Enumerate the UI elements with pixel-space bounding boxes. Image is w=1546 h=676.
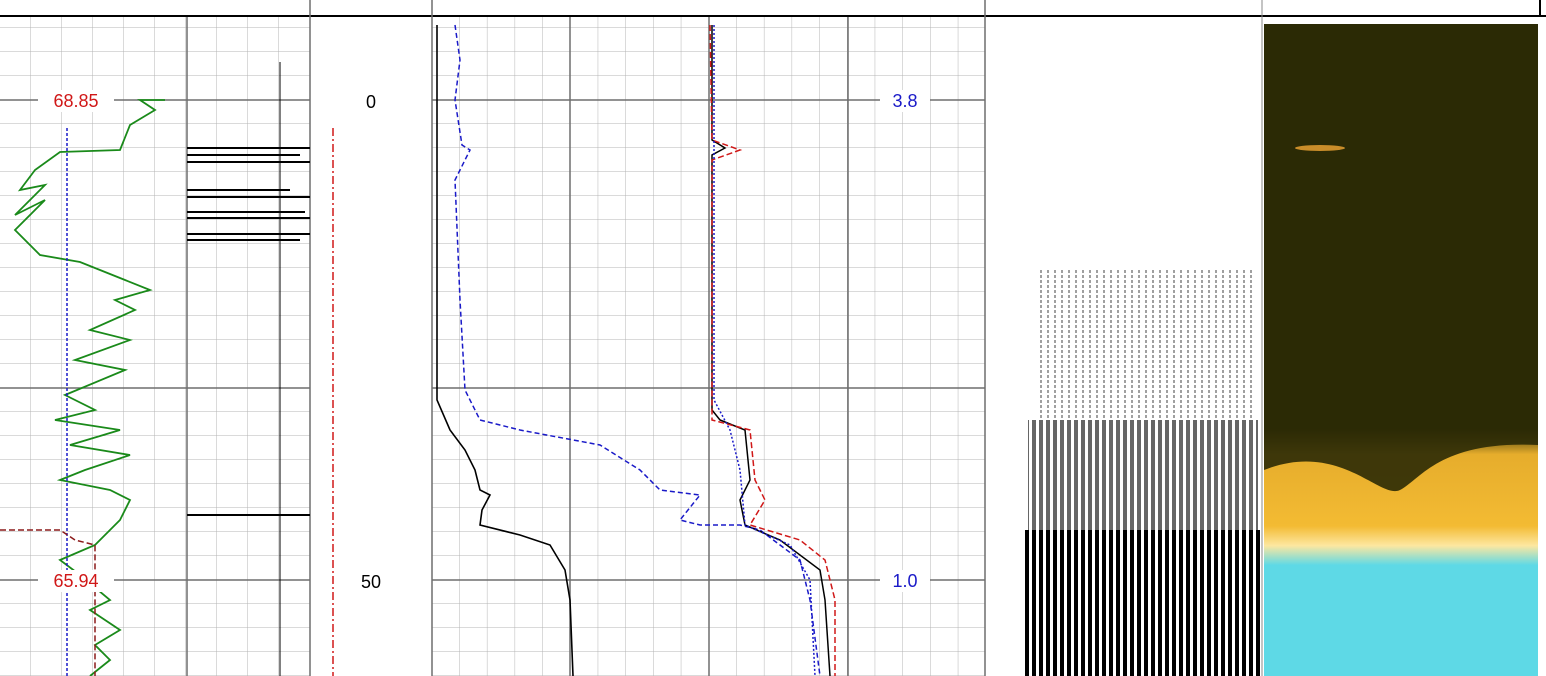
green-curve [13, 99, 165, 676]
highlight [1295, 145, 1345, 151]
scale-label: 1.0 [892, 571, 917, 591]
label-bg [38, 570, 114, 592]
seismic-strong [1025, 530, 1260, 676]
track1-grid [0, 17, 310, 676]
dark-lobe [1264, 400, 1538, 492]
depth-label: 0 [366, 92, 376, 112]
label-bg [880, 570, 930, 592]
seismic-faint [1040, 270, 1255, 420]
black-curve [436, 25, 574, 676]
label-bg [880, 90, 930, 112]
seismic-mid [1028, 420, 1258, 530]
scale-label: 68.85 [53, 91, 98, 111]
scale-label: 65.94 [53, 571, 98, 591]
bars [187, 147, 310, 516]
track1-major [0, 0, 311, 676]
depth-label: 50 [361, 572, 381, 592]
color-image [1264, 24, 1538, 676]
scale-label: 3.8 [892, 91, 917, 111]
blue-dot-curve [713, 25, 816, 676]
dark-red-curve [0, 529, 96, 676]
black-curve-2 [711, 25, 831, 676]
label-bg [38, 90, 114, 112]
red-dash-curve [709, 24, 836, 676]
